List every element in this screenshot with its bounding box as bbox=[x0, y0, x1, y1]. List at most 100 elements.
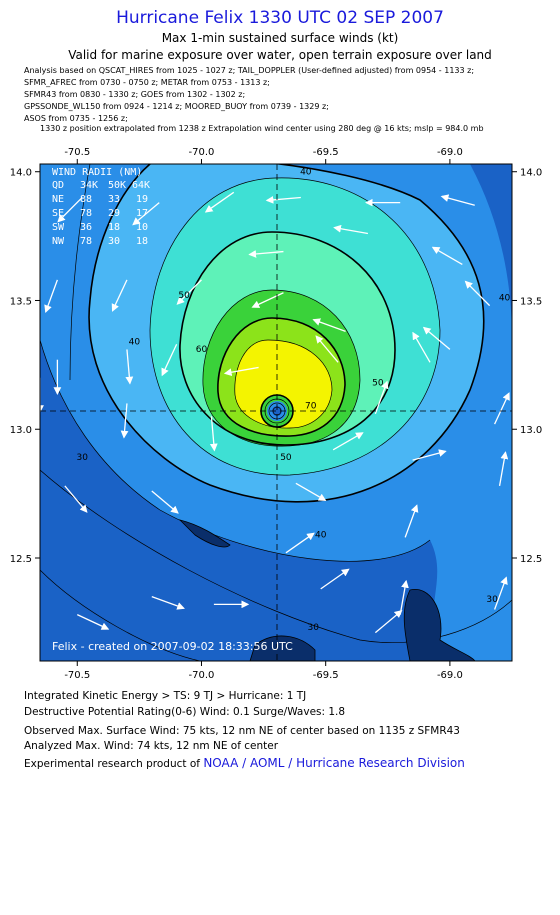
wind-vector-arrow bbox=[64, 485, 88, 513]
y-tick-label: 13.0 bbox=[520, 425, 542, 436]
chart-subtitle-exposure: Valid for marine exposure over water, op… bbox=[68, 48, 492, 62]
wind-vector-arrow bbox=[498, 451, 509, 487]
wind-radii-row: SW 36 18 10 bbox=[52, 222, 148, 233]
wind-vectors bbox=[40, 191, 510, 634]
wind-vector-arrow bbox=[464, 280, 491, 307]
wind-radii-header: QD 34K 50K 64K bbox=[52, 180, 150, 191]
wind-radii-table: WIND RADII (NM) QD 34K 50K 64K NE 88 33 19 SE 7… bbox=[52, 167, 150, 247]
chart-title: Hurricane Felix 1330 UTC 02 SEP 2007 bbox=[116, 8, 444, 28]
wind-vector-arrow bbox=[374, 380, 389, 415]
x-tick-label: -70.0 bbox=[189, 670, 215, 681]
contour-label: 30 bbox=[486, 595, 498, 605]
wind-vector-arrow bbox=[333, 224, 369, 235]
y-tick-label: 12.5 bbox=[520, 554, 542, 565]
position-line: 1330 z position extrapolated from 1238 z… bbox=[40, 124, 484, 133]
wind-vector-arrow bbox=[412, 449, 447, 461]
wind-vector-arrow bbox=[295, 482, 327, 501]
contour-label: 30 bbox=[77, 453, 89, 463]
contour-label: 50 bbox=[178, 291, 190, 301]
island bbox=[403, 589, 476, 661]
wind-vector-arrow bbox=[125, 349, 134, 385]
analyzed-max-wind: Analyzed Max. Wind: 74 kts, 12 nm NE of … bbox=[24, 740, 279, 752]
analysis-line: ASOS from 0735 - 1256 z; bbox=[24, 114, 128, 123]
wind-vector-arrow bbox=[493, 576, 508, 610]
wind-radii-row: NW 78 30 18 bbox=[52, 236, 148, 247]
hrd-link[interactable]: NOAA / AOML / Hurricane Research Divisio… bbox=[203, 756, 465, 770]
analysis-line: SFMR43 from 0830 - 1330 z; GOES from 130… bbox=[24, 90, 246, 99]
wind-vector-arrow bbox=[176, 279, 202, 305]
y-tick-label: 13.0 bbox=[10, 425, 32, 436]
contour-label: 70 bbox=[305, 402, 317, 412]
wind-radii-title: WIND RADII (NM) bbox=[52, 167, 142, 178]
wind-radii-row: SE 78 29 17 bbox=[52, 208, 148, 219]
eye-center bbox=[272, 406, 282, 416]
ike-text: Integrated Kinetic Energy > TS: 9 TJ > H… bbox=[24, 690, 307, 702]
wind-vector-arrow bbox=[251, 292, 284, 308]
wind-vector-arrow bbox=[399, 579, 409, 615]
x-tick-label: -69.0 bbox=[437, 147, 463, 158]
wind-vector-arrow bbox=[332, 432, 364, 451]
analysis-line: Analysis based on QSCAT_HIRES from 1025 … bbox=[24, 66, 475, 75]
wind-vector-arrow bbox=[209, 416, 218, 452]
contour-label: 40 bbox=[315, 530, 327, 540]
y-tick-label: 12.5 bbox=[10, 554, 32, 565]
contour-label: 30 bbox=[308, 623, 320, 633]
wind-vector-arrow bbox=[57, 197, 83, 223]
wind-vector-arrow bbox=[120, 403, 129, 439]
wind-vector-arrow bbox=[431, 246, 463, 265]
credit-prefix: Experimental research product of bbox=[24, 758, 204, 770]
x-tick-label: -69.5 bbox=[313, 670, 339, 681]
wind-vector-arrow bbox=[76, 614, 110, 630]
x-tick-label: -69.5 bbox=[313, 147, 339, 158]
wind-vector-arrow bbox=[151, 596, 185, 610]
contour-label: 50 bbox=[280, 453, 292, 463]
wind-analysis-plot: 40 50 60 40 30 50 40 50 40 30 30 70 WIND RADII (NM)… bbox=[10, 147, 543, 681]
wind-vector-arrow bbox=[404, 504, 419, 538]
wind-vector-arrow bbox=[312, 318, 346, 332]
wind-vector-arrow bbox=[412, 331, 431, 363]
contour-label: 60 bbox=[196, 345, 208, 355]
wind-vector-arrow bbox=[422, 326, 451, 350]
y-tick-label: 14.0 bbox=[10, 168, 32, 179]
dpr-text: Destructive Potential Rating(0-6) Wind: … bbox=[24, 706, 346, 718]
contour-label: 50 bbox=[372, 378, 384, 388]
credit-line: Experimental research product of NOAA / … bbox=[24, 756, 465, 770]
analysis-line: GPSSONDE_WL150 from 0924 - 1214 z; MOORE… bbox=[24, 102, 329, 111]
wind-vector-arrow bbox=[285, 532, 315, 554]
y-tick-label: 13.5 bbox=[520, 296, 542, 307]
wind-field: 40 50 60 40 30 50 40 50 40 30 30 70 WIND RADII (NM)… bbox=[40, 164, 512, 661]
island bbox=[178, 519, 231, 548]
wind-vector-arrow bbox=[265, 195, 301, 204]
wind-vector-arrow bbox=[161, 343, 178, 377]
thin-contours bbox=[40, 164, 512, 661]
y-tick-label: 14.0 bbox=[520, 168, 542, 179]
wind-vector-arrow bbox=[320, 568, 350, 590]
wind-vector-arrow bbox=[248, 250, 284, 258]
chart-subtitle: Max 1-min sustained surface winds (kt) bbox=[161, 31, 399, 45]
wind-vector-arrow bbox=[151, 490, 179, 514]
y-tick-label: 13.5 bbox=[10, 296, 32, 307]
wind-radii-row: NE 88 33 19 bbox=[52, 194, 148, 205]
wind-vector-arrow bbox=[44, 279, 59, 314]
x-tick-label: -70.5 bbox=[64, 670, 90, 681]
contour-labels: 40 50 60 40 30 50 40 50 40 30 30 70 bbox=[77, 167, 511, 633]
wind-vector-arrow bbox=[374, 609, 403, 634]
contour-label: 40 bbox=[129, 337, 141, 347]
created-timestamp: Felix - created on 2007-09-02 18:33:56 U… bbox=[52, 640, 293, 653]
land-islands bbox=[178, 519, 476, 661]
x-tick-label: -69.0 bbox=[437, 670, 463, 681]
contour-label: 40 bbox=[499, 293, 511, 303]
contour-label: 40 bbox=[300, 167, 312, 177]
x-tick-label: -70.5 bbox=[64, 147, 90, 158]
observed-max-wind: Observed Max. Surface Wind: 75 kts, 12 n… bbox=[24, 725, 460, 737]
wind-vector-arrow bbox=[204, 191, 235, 213]
wind-vector-arrow bbox=[494, 392, 510, 425]
wind-vector-arrow bbox=[223, 366, 259, 377]
x-tick-label: -70.0 bbox=[189, 147, 215, 158]
wind-vector-arrow bbox=[111, 279, 128, 312]
wind-vector-arrow bbox=[132, 202, 160, 226]
wind-vector-arrow bbox=[440, 194, 475, 206]
analysis-line: SFMR_AFREC from 0730 - 0750 z; METAR fro… bbox=[24, 78, 270, 87]
axis-ticks: -70.5 -70.5 -70.0 -70.0 -69.5 -69.5 -69.0 -69.0… bbox=[10, 147, 543, 681]
island bbox=[249, 635, 316, 661]
